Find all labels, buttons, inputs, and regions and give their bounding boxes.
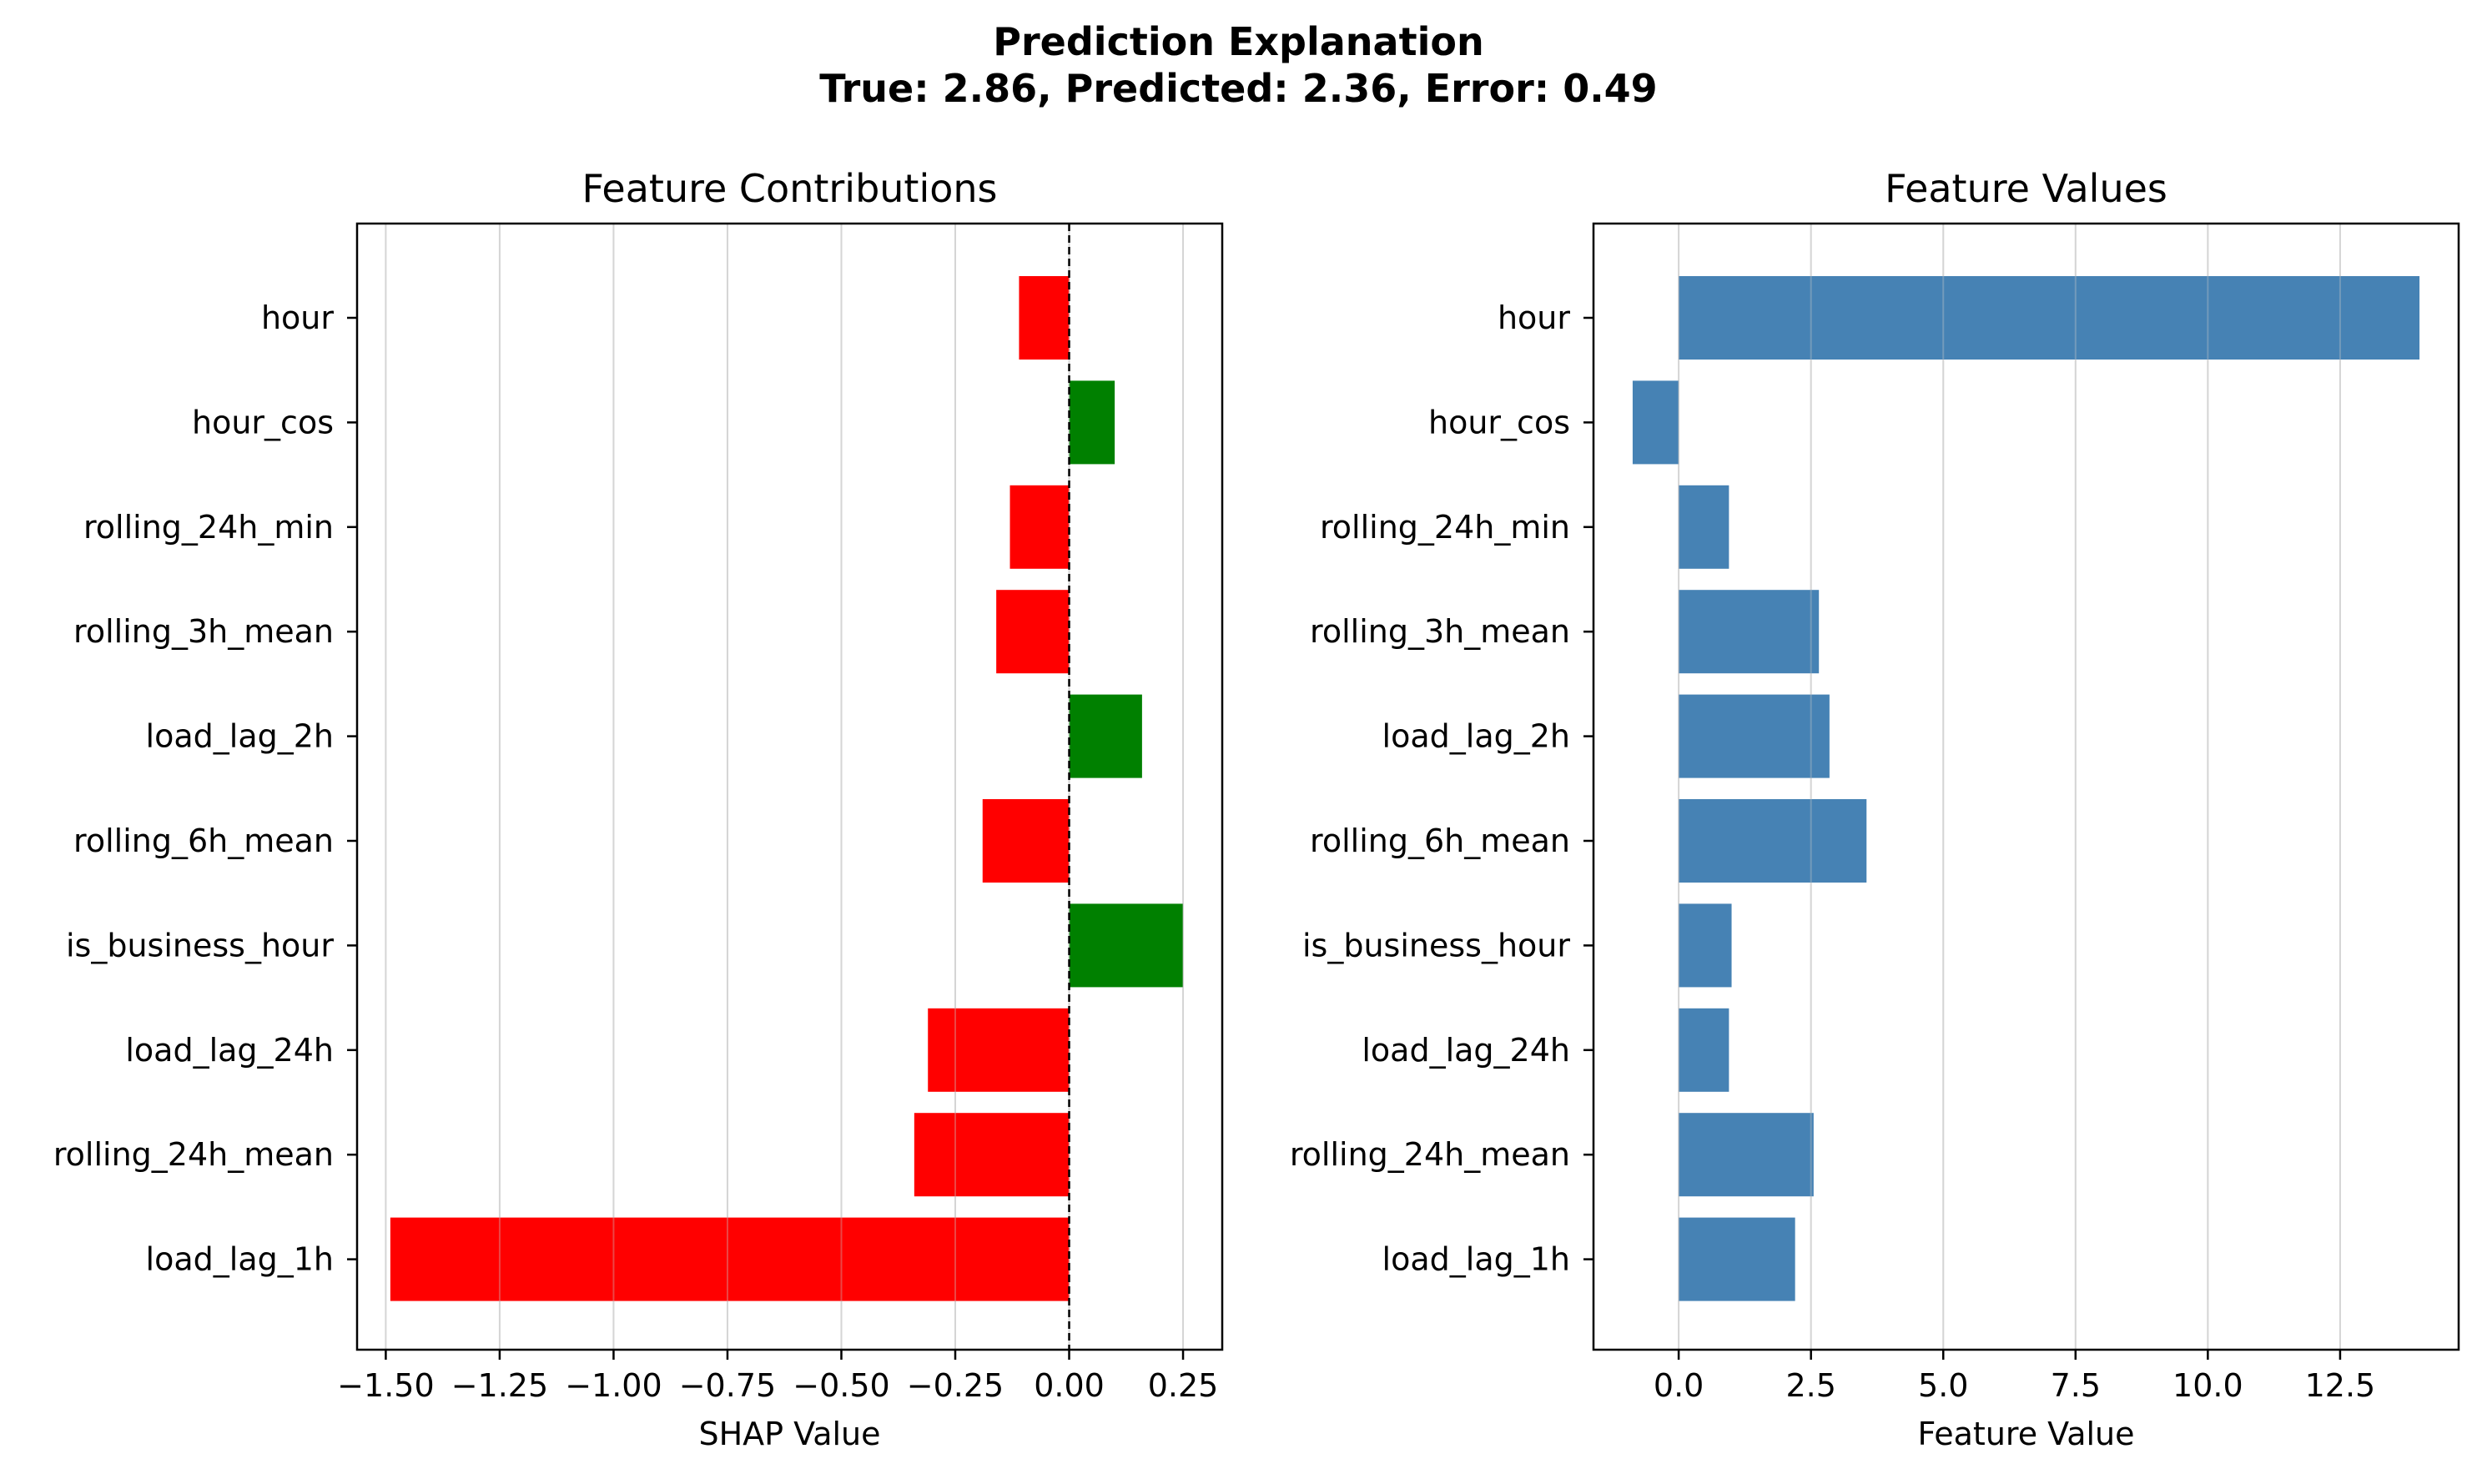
contrib-bar	[1069, 903, 1184, 988]
contrib-xtick-label: −1.25	[451, 1367, 548, 1404]
contrib-title: Feature Contributions	[581, 166, 997, 211]
values-panel: 0.0 2.5 5.0 7.5 10.0 12.5 hour hour_cos rolling_…	[1290, 166, 2460, 1452]
contrib-bar	[914, 1113, 1070, 1197]
contrib-bar	[996, 590, 1070, 674]
contrib-xtick-label: −1.50	[337, 1367, 434, 1404]
contrib-bar	[928, 1008, 1070, 1092]
values-xtick-label: 12.5	[2305, 1367, 2376, 1404]
contrib-xtick-label: −0.50	[793, 1367, 889, 1404]
contrib-bar	[1009, 485, 1070, 569]
values-bar	[1679, 1008, 1729, 1092]
values-category-label: is_business_hour	[1302, 927, 1570, 963]
values-category-label: rolling_24h_mean	[1290, 1136, 1570, 1173]
values-category-label: hour_cos	[1428, 404, 1570, 440]
contrib-category-label: rolling_24h_mean	[53, 1136, 334, 1173]
contrib-category-label: rolling_3h_mean	[73, 613, 334, 650]
values-bar	[1679, 1217, 1795, 1301]
contrib-bar	[1069, 380, 1115, 465]
figure-title-line-1: Prediction Explanation	[993, 19, 1484, 64]
contrib-category-label: hour_cos	[192, 404, 334, 440]
values-bar	[1679, 485, 1729, 569]
values-xtick-label: 10.0	[2172, 1367, 2243, 1404]
values-axes-frame	[1592, 222, 2460, 1351]
contrib-bar	[1069, 694, 1142, 778]
values-category-label: rolling_6h_mean	[1310, 822, 1570, 859]
values-bar	[1679, 903, 1732, 988]
values-xtick-label: 0.0	[1654, 1367, 1704, 1404]
contrib-category-label: hour	[261, 299, 334, 336]
values-category-label: hour	[1498, 299, 1570, 336]
contrib-bar	[982, 799, 1070, 883]
contrib-category-label: rolling_6h_mean	[73, 822, 334, 859]
values-bar	[1632, 380, 1679, 465]
contrib-category-label: is_business_hour	[66, 927, 334, 963]
values-xlabel: Feature Value	[1917, 1416, 2134, 1452]
values-xtick-label: 5.0	[1918, 1367, 1968, 1404]
values-bar	[1679, 1113, 1814, 1197]
values-bar	[1679, 276, 2420, 360]
contrib-xtick-label: 0.00	[1034, 1367, 1105, 1404]
contrib-xlabel: SHAP Value	[698, 1416, 880, 1452]
contrib-panel: −1.50 −1.25 −1.00 −0.75 −0.50 −0.25 0.00 0.25 ho…	[53, 166, 1224, 1452]
values-category-label: rolling_24h_min	[1320, 509, 1570, 546]
contrib-xtick-label: −1.00	[565, 1367, 662, 1404]
contrib-axes-frame	[355, 222, 1224, 1351]
values-bar	[1679, 694, 1830, 778]
values-category-label: load_lag_1h	[1382, 1241, 1570, 1278]
contrib-xtick-label: 0.25	[1148, 1367, 1219, 1404]
contrib-bar	[1019, 276, 1070, 360]
contrib-category-label: rolling_24h_min	[83, 509, 334, 546]
values-xtick-label: 2.5	[1785, 1367, 1835, 1404]
values-xtick-label: 7.5	[2051, 1367, 2101, 1404]
figure-title: Prediction Explanation True: 2.86, Predi…	[0, 18, 2477, 112]
values-category-label: load_lag_24h	[1362, 1032, 1570, 1069]
values-bar	[1679, 590, 1820, 674]
contrib-category-label: load_lag_2h	[146, 718, 334, 755]
contrib-category-label: load_lag_24h	[125, 1032, 334, 1069]
values-category-label: rolling_3h_mean	[1310, 613, 1570, 650]
contrib-bar	[390, 1217, 1070, 1301]
contrib-xtick-label: −0.75	[679, 1367, 776, 1404]
values-category-label: load_lag_2h	[1382, 718, 1570, 755]
contrib-xtick-label: −0.25	[907, 1367, 1004, 1404]
values-title: Feature Values	[1885, 166, 2167, 211]
values-bar	[1679, 799, 1867, 883]
contrib-category-label: load_lag_1h	[146, 1241, 334, 1278]
figure-title-line-2: True: 2.86, Predicted: 2.36, Error: 0.49	[819, 66, 1658, 111]
